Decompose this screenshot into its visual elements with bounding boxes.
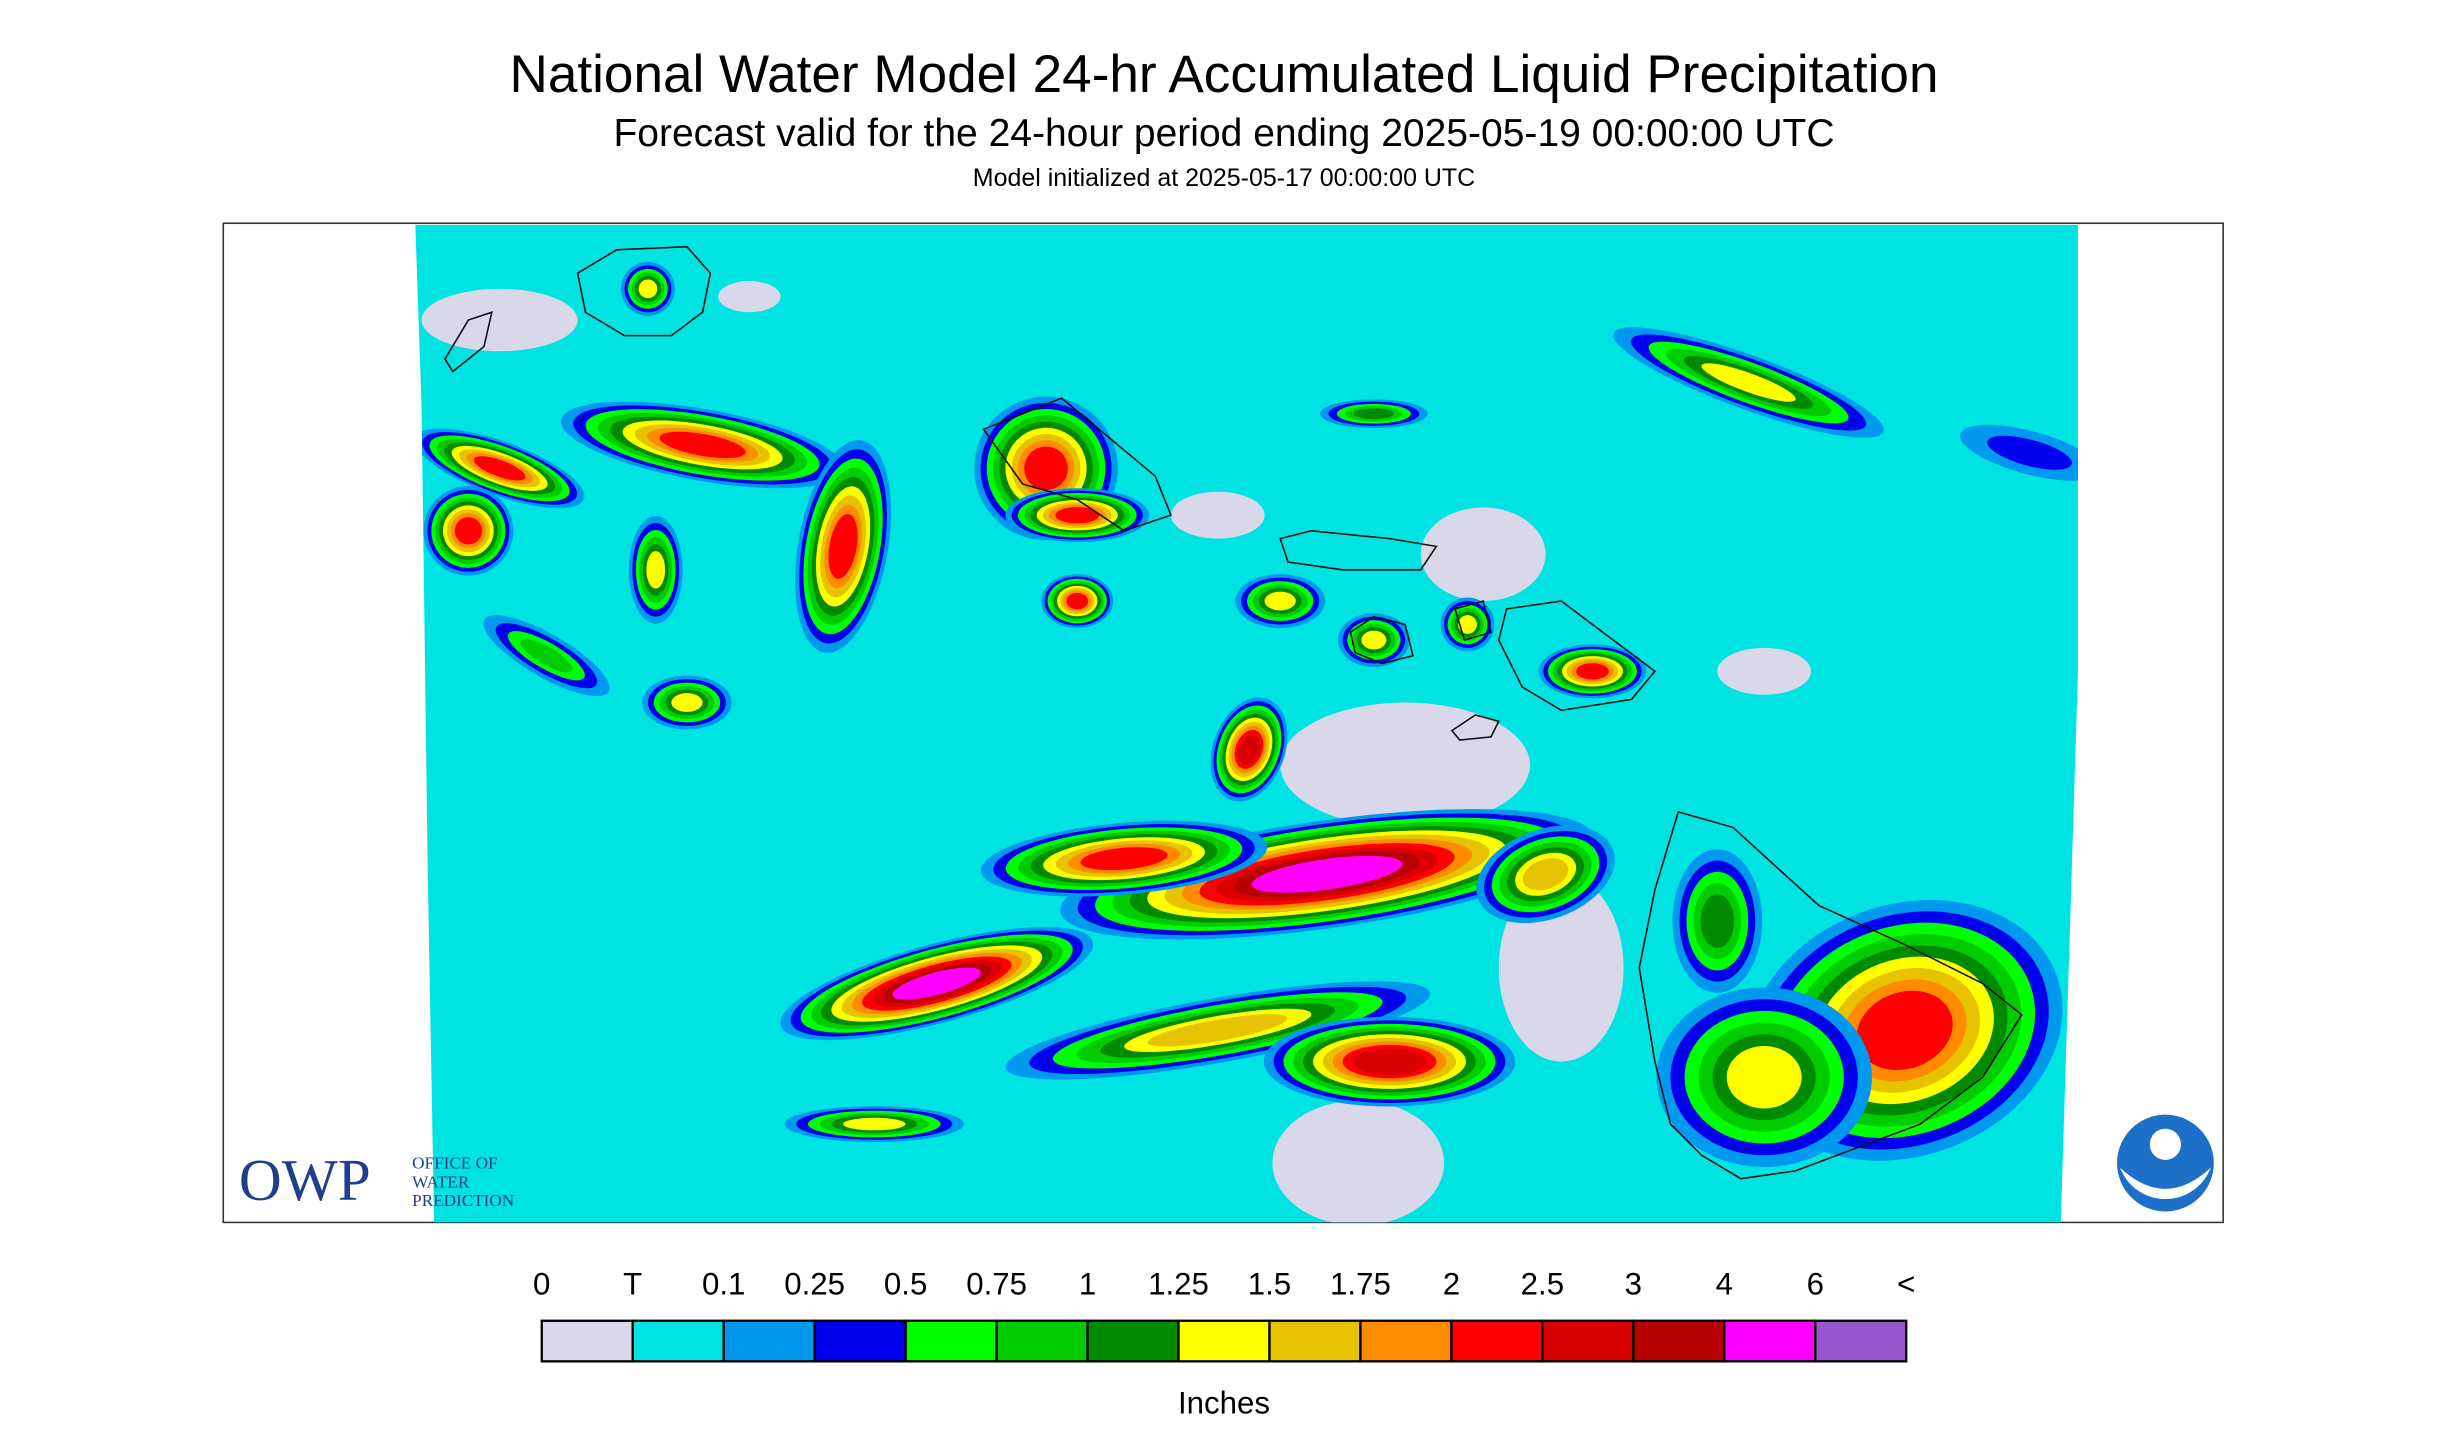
precip-cell (638, 279, 658, 299)
legend-swatch (995, 1319, 1089, 1363)
legend-label: 2 (1443, 1267, 1460, 1302)
legend-swatch (722, 1319, 816, 1363)
legend-swatch (1450, 1319, 1544, 1363)
legend-label: 0.25 (784, 1267, 845, 1302)
no-precip-area (1280, 702, 1530, 828)
legend-label: < (1897, 1267, 1915, 1302)
precip-cell (1576, 663, 1609, 680)
precip-cell (646, 551, 666, 589)
precip-cell (843, 1117, 906, 1131)
precip-cell (1700, 894, 1735, 948)
no-precip-area (421, 288, 578, 352)
precip-cell (1251, 855, 1403, 893)
owp-line: OFFICE OF (412, 1154, 497, 1173)
owp-line: PREDICTION (412, 1191, 514, 1210)
legend-swatch (1723, 1319, 1817, 1363)
subtitle: Forecast valid for the 24-hour period en… (613, 112, 1834, 155)
precip-cell (1701, 363, 1796, 402)
precip-cell (454, 517, 483, 545)
noaa-logo (2116, 1114, 2214, 1212)
precip-cell (1522, 858, 1569, 891)
precip-cell (1987, 435, 2072, 470)
precip-cell (1361, 630, 1387, 650)
legend-label: 1 (1079, 1267, 1096, 1302)
no-precip-area (1717, 647, 1812, 695)
legend-label: 1.25 (1148, 1267, 1209, 1302)
precip-cell (1458, 615, 1477, 634)
legend-label: 2.5 (1521, 1267, 1564, 1302)
legend-label: 1.5 (1248, 1267, 1291, 1302)
legend-label: 6 (1807, 1267, 1824, 1302)
legend-swatch (1268, 1319, 1362, 1363)
legend-label: 0.1 (702, 1267, 745, 1302)
legend-swatch (631, 1319, 725, 1363)
precip-cell (1856, 990, 1953, 1071)
owp-logo: OWP (239, 1147, 371, 1213)
no-precip-area (1170, 491, 1265, 539)
precip-cell (828, 514, 858, 579)
legend-label: 4 (1716, 1267, 1733, 1302)
precip-map (415, 224, 2078, 1223)
legend-label: 0.75 (966, 1267, 1027, 1302)
precip-cell (892, 967, 981, 1000)
legend-label: 0.5 (884, 1267, 927, 1302)
legend-label: 0 (533, 1267, 550, 1302)
precip-cell (1352, 1048, 1427, 1075)
color-legend: 0 T 0.1 0.25 0.5 0.75 1 1.25 1.5 1.75 2 2.5 3 4 6 < (533, 1267, 1915, 1363)
precip-cell (473, 456, 526, 481)
legend-swatch (904, 1319, 998, 1363)
precip-cell (1024, 446, 1068, 491)
precip-cell (659, 431, 746, 459)
legend-label: 1.75 (1330, 1267, 1391, 1302)
precip-cell (1264, 591, 1296, 611)
legend-swatch (1086, 1319, 1180, 1363)
legend-label: T (623, 1267, 642, 1302)
legend-swatch (813, 1319, 907, 1363)
no-precip-area (718, 281, 781, 313)
precip-cell (1726, 1045, 1802, 1109)
no-precip-area (1272, 1100, 1445, 1223)
legend-swatch (540, 1319, 634, 1363)
precip-cell (1237, 733, 1261, 765)
legend-swatch (1359, 1319, 1453, 1363)
legend-unit: Inches (1178, 1385, 1270, 1420)
coastlines (444, 245, 2023, 1180)
owp-line: WATER (412, 1172, 470, 1191)
precip-cell (671, 693, 703, 712)
legend-label: 3 (1625, 1267, 1642, 1302)
init-time: Model initialized at 2025-05-17 00:00:00… (973, 164, 1475, 192)
legend-swatch (1177, 1319, 1271, 1363)
legend-swatch (1632, 1319, 1726, 1363)
precip-cell (520, 638, 573, 673)
title: National Water Model 24-hr Accumulated L… (510, 45, 1939, 104)
no-precip-area (1420, 507, 1546, 602)
precip-cell (1055, 506, 1100, 524)
legend-swatch (1814, 1319, 1908, 1363)
precip-cell (1066, 592, 1089, 610)
legend-swatch (1541, 1319, 1635, 1363)
precip-cell (1147, 1014, 1288, 1047)
precip-cell (1353, 408, 1395, 420)
precip-cell (1080, 847, 1168, 871)
